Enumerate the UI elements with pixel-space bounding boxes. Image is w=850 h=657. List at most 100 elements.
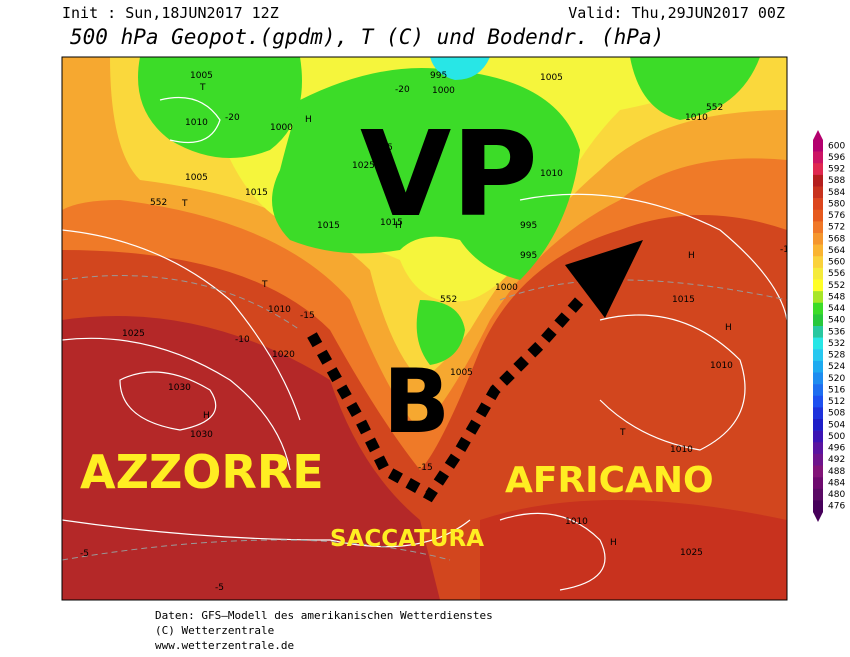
colorbar-label: 536 (828, 327, 845, 337)
map-label: 1000 (495, 283, 518, 293)
map-label: 1015 (380, 218, 403, 228)
annotation: SACCATURA (330, 526, 484, 552)
map-label: -15 (300, 311, 315, 321)
colorbar-swatch (813, 302, 823, 315)
colorbar-swatch (813, 488, 823, 501)
map-label: 1025 (352, 161, 375, 171)
map-label: H (203, 411, 210, 421)
map-frame (61, 56, 788, 601)
map-label: T (261, 280, 268, 290)
colorbar-label: 556 (828, 269, 845, 279)
map-label: 1010 (540, 169, 563, 179)
map-label: 1005 (190, 71, 213, 81)
colorbar-swatch (813, 291, 823, 304)
map-label: -5 (215, 583, 224, 593)
colorbar-label: 564 (828, 246, 845, 256)
colorbar-label: 512 (828, 397, 845, 407)
map-label: 1030 (190, 430, 213, 440)
colorbar-label: 600 (828, 141, 845, 151)
colorbar-label: 476 (828, 502, 845, 512)
colorbar-swatch (813, 151, 823, 164)
map-label: 1010 (565, 517, 588, 527)
map-label: 1000 (270, 123, 293, 133)
colorbar-label: 572 (828, 223, 845, 233)
map-label: 1025 (122, 329, 145, 339)
colorbar-swatch (813, 221, 823, 234)
colorbar-swatch (813, 453, 823, 466)
colorbar-label: 568 (828, 234, 845, 244)
map-label: 1015 (672, 295, 695, 305)
colorbar-swatch (813, 140, 823, 152)
map-label: 1010 (185, 118, 208, 128)
map-title: 500 hPa Geopot.(gpdm), T (C) und Bodendr… (70, 25, 664, 49)
map-label: H (305, 115, 312, 125)
colorbar-swatch (813, 163, 823, 176)
colorbar-label: 528 (828, 351, 845, 361)
colorbar-swatch (813, 477, 823, 490)
colorbar-label: 552 (828, 281, 845, 291)
colorbar-swatch (813, 384, 823, 397)
colorbar-label: 484 (828, 478, 845, 488)
map-label: 995 (520, 251, 537, 261)
map-label: 995 (520, 221, 537, 231)
map-label: -10 (780, 245, 795, 255)
map-label: 1020 (272, 350, 295, 360)
map-label: -20 (395, 85, 410, 95)
map-label: 1005 (185, 173, 208, 183)
colorbar-swatch (813, 326, 823, 338)
colorbar-swatch (813, 256, 823, 269)
map-label: H (725, 323, 732, 333)
footer: Daten: GFS–Modell des amerikanischen Wet… (155, 609, 493, 622)
map-label: T (199, 83, 206, 93)
colorbar-swatch (813, 419, 823, 431)
colorbar-swatch (813, 209, 823, 222)
colorbar-label: 516 (828, 385, 845, 395)
colorbar-swatch (813, 267, 823, 280)
colorbar-swatch (813, 174, 823, 187)
colorbar-swatch (813, 372, 823, 385)
colorbar-label: 496 (828, 444, 845, 454)
colorbar-swatch (813, 500, 823, 513)
colorbar-swatch (813, 186, 823, 199)
colorbar-swatch (813, 198, 823, 211)
colorbar-swatch (813, 395, 823, 408)
colorbar-label: 480 (828, 490, 845, 500)
map-label: 1025 (680, 548, 703, 558)
map-label: -5 (80, 549, 89, 559)
map-label: 1005 (370, 143, 393, 153)
valid-time: Valid: Thu,29JUN2017 00Z (568, 4, 785, 22)
colorbar-swatch (813, 430, 823, 443)
colorbar-swatch (813, 465, 823, 478)
map-label: T (181, 199, 188, 209)
map-label: 1010 (670, 445, 693, 455)
colorbar-label: 488 (828, 467, 845, 477)
annotation: AFRICANO (505, 460, 714, 501)
map-label: 552 (150, 198, 167, 208)
colorbar-label: 504 (828, 420, 845, 430)
colorbar-label: 540 (828, 316, 845, 326)
footer: www.wetterzentrale.de (155, 639, 294, 652)
map-label: -20 (225, 113, 240, 123)
map-label: 1015 (317, 221, 340, 231)
colorbar-label: 560 (828, 258, 845, 268)
map-label: -10 (235, 335, 250, 345)
colorbar-label: 576 (828, 211, 845, 221)
colorbar-label: 596 (828, 153, 845, 163)
colorbar-swatch (813, 233, 823, 245)
map-label: 1015 (245, 188, 268, 198)
map-label: -15 (418, 463, 433, 473)
colorbar-label: 492 (828, 455, 845, 465)
colorbar-label: 548 (828, 292, 845, 302)
colorbar-label: 520 (828, 374, 845, 384)
colorbar-swatch (813, 337, 823, 350)
map-label: 1010 (685, 113, 708, 123)
colorbar-label: 580 (828, 199, 845, 209)
colorbar-label: 588 (828, 176, 845, 186)
map-label: 1030 (168, 383, 191, 393)
map-label: 552 (440, 295, 457, 305)
colorbar-swatch (813, 314, 823, 327)
map-label: H (688, 251, 695, 261)
map-label: H (610, 538, 617, 548)
colorbar-swatch (813, 360, 823, 373)
